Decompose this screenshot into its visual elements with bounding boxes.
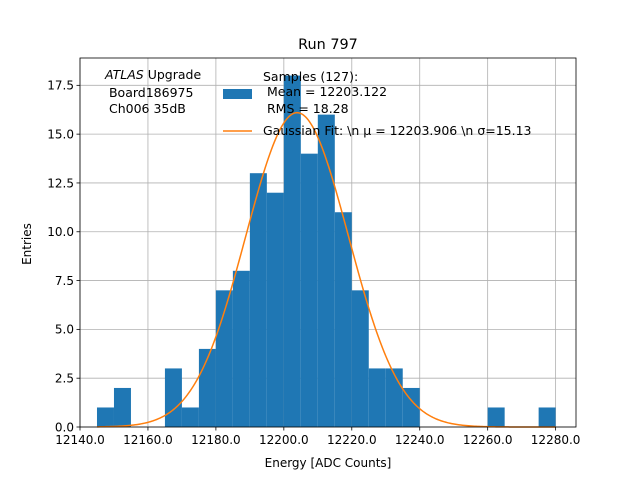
histogram-bar	[283, 75, 301, 428]
x-tick-label: 12220.0	[327, 433, 377, 447]
legend-hist-label-line-3: RMS = 18.28	[263, 101, 349, 116]
y-tick-label: 15.0	[47, 127, 74, 141]
x-tick-label: 12140.0	[55, 433, 105, 447]
histogram-bar	[113, 387, 131, 427]
histogram-bar	[249, 173, 267, 427]
histogram-bar	[487, 407, 505, 427]
histogram-bar	[317, 114, 335, 427]
y-tick-label: 7.5	[55, 274, 74, 288]
histogram-bar	[266, 192, 284, 427]
histogram-bar	[181, 407, 199, 427]
x-tick-label: 12240.0	[395, 433, 445, 447]
annotation-upgrade: Upgrade	[144, 67, 202, 82]
legend-fit-label: Gaussian Fit: \n μ = 12203.906 \n σ=15.1…	[263, 123, 532, 138]
y-tick-label: 0.0	[55, 420, 74, 434]
x-tick-label: 12280.0	[531, 433, 581, 447]
legend-hist-label-line-1: Samples (127):	[263, 69, 358, 84]
y-axis-label: Entries	[20, 223, 34, 265]
annotation-channel: Ch006 35dB	[105, 101, 186, 116]
y-tick-label: 12.5	[47, 176, 74, 190]
x-tick-label: 12160.0	[123, 433, 173, 447]
histogram-bar	[351, 290, 369, 427]
y-tick-label: 10.0	[47, 225, 74, 239]
annotation-atlas: ATLAS	[104, 67, 144, 82]
histogram-bar	[368, 368, 386, 427]
x-tick-label: 12200.0	[259, 433, 309, 447]
plot-frame	[79, 57, 577, 428]
histogram-bar	[385, 368, 403, 427]
histogram-bar	[402, 387, 420, 427]
histogram-bar	[334, 212, 352, 427]
histogram-bar	[96, 407, 114, 427]
chart-title: Run 797	[298, 37, 358, 53]
y-tick-label: 2.5	[55, 371, 74, 385]
histogram-bar	[300, 153, 318, 427]
axis-ticks: 12140.0 12160.0 12180.0 12200.0 12220.0 12240…	[47, 79, 580, 447]
y-tick-label: 17.5	[47, 79, 74, 93]
histogram-bar	[232, 270, 250, 427]
annotation-line-1: ATLAS Upgrade	[104, 67, 201, 82]
legend-hist-label-line-2: Mean = 12203.122	[263, 84, 387, 99]
y-tick-label: 5.0	[55, 323, 74, 337]
legend: Samples (127): Mean = 12203.122 RMS = 18…	[223, 69, 532, 138]
atlas-annotation: ATLAS Upgrade Board186975 Ch006 35dB	[104, 67, 201, 116]
histogram-bar	[164, 368, 182, 427]
legend-histogram-swatch	[223, 89, 252, 99]
x-tick-label: 12180.0	[191, 433, 241, 447]
histogram-bar	[538, 407, 556, 427]
x-axis-label: Energy [ADC Counts]	[265, 456, 392, 470]
gaussian-fit-curve	[96, 111, 556, 428]
histogram-bar	[198, 348, 216, 427]
x-tick-label: 12260.0	[463, 433, 513, 447]
annotation-board: Board186975	[105, 85, 193, 100]
